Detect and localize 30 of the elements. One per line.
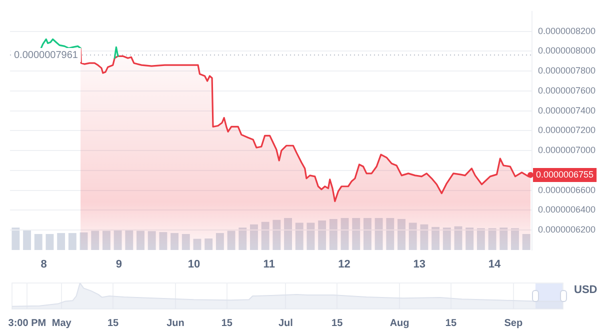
x-tick-label: Jul [278,318,294,329]
x-tick-label: 9 [116,258,122,271]
y-tick-label: 0.0000008000 [538,46,596,56]
x-tick-label: 13 [413,258,426,271]
x-tick-label: Jun [166,318,184,329]
x-tick-label: May [52,318,72,329]
y-tick-label: 0.0000006400 [538,204,596,215]
y-tick-label: 0.0000006200 [538,224,596,235]
y-tick-label: 0.0000007600 [538,85,596,96]
x-tick-label: 3:00 PM [8,318,46,329]
x-tick-label: 15 [445,318,457,329]
x-tick-label: 11 [263,258,275,271]
y-tick-label: 0.0000006600 [538,184,596,195]
y-tick-label: 0.0000007200 [538,125,596,136]
x-tick-label: 15 [332,318,344,329]
x-tick-label: Aug [390,318,410,329]
annotation: 0.0000006755 [536,169,594,180]
x-tick-label: 12 [338,258,350,271]
y-axis-title: USD [574,284,598,296]
x-tick-label: 15 [107,318,120,329]
x-tick-label: 14 [488,258,502,271]
y-tick-label: 0.0000007800 [538,66,596,76]
x-tick-label: 15 [221,318,233,329]
y-tick-label: 0.0000008200 [538,26,596,36]
x-tick-label: 10 [188,258,200,271]
ref-line-label: 0.0000007961 [14,50,78,61]
y-tick-label: 0.0000007000 [538,145,596,156]
x-tick-label: Sep [504,318,523,329]
y-tick-label: 0.0000007400 [538,105,596,116]
x-tick-label: 8 [40,258,47,271]
